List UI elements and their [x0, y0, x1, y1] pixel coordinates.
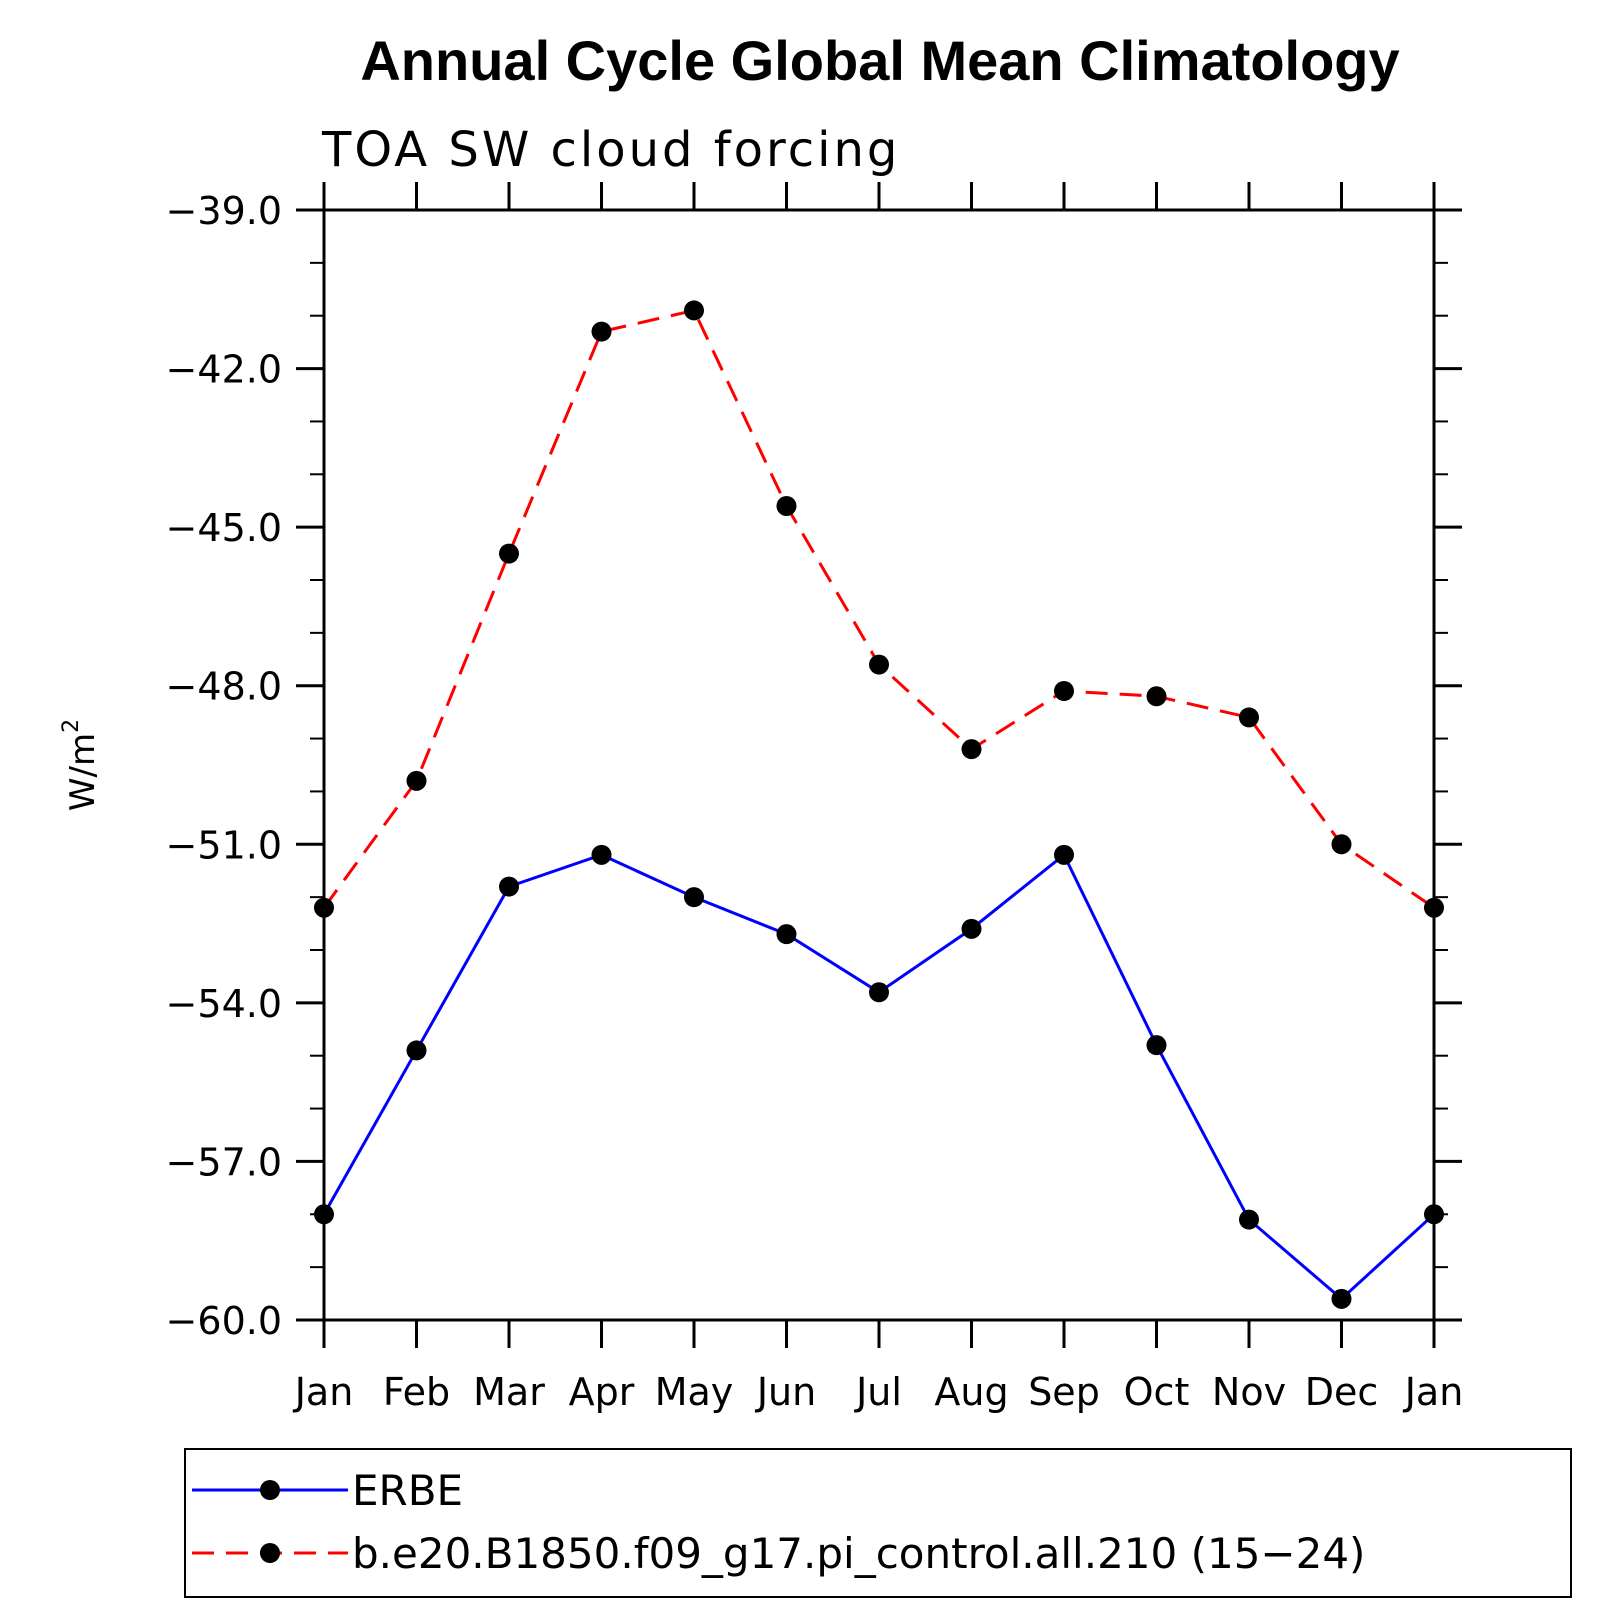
x-tick-label: Jan	[293, 1370, 354, 1414]
y-tick-label: −54.0	[166, 982, 282, 1026]
x-tick-label: Mar	[473, 1370, 545, 1414]
data-point	[1331, 1288, 1352, 1309]
data-point	[1331, 834, 1352, 855]
y-axis-label: W/m2	[59, 719, 103, 811]
y-tick-label: −39.0	[166, 189, 282, 233]
x-tick-label: Jun	[755, 1370, 816, 1414]
x-tick-label: Jul	[854, 1370, 902, 1414]
y-tick-label: −45.0	[166, 506, 282, 550]
data-point	[1146, 686, 1167, 707]
chart-subtitle: TOA SW cloud forcing	[321, 122, 900, 178]
x-tick-label: Dec	[1305, 1370, 1379, 1414]
axis-ticks: −39.0 −42.0 −45.0 −48.0 −51.0 −54.0 −57.0 −60.0…	[166, 182, 1464, 1414]
data-point	[499, 876, 519, 897]
plot-frame	[322, 208, 1436, 1322]
y-axis-label-text: W/m	[63, 733, 103, 811]
data-point	[684, 887, 704, 908]
data-point	[499, 543, 519, 564]
data-point	[1239, 1209, 1259, 1230]
data-point	[776, 924, 797, 945]
data-point	[406, 770, 427, 791]
y-tick-label: −42.0	[166, 348, 282, 392]
data-point	[1054, 844, 1074, 865]
data-point	[684, 300, 704, 321]
data-point	[406, 1040, 427, 1061]
series-line	[322, 308, 1435, 909]
data-point	[314, 1204, 334, 1225]
legend-marker	[260, 1480, 280, 1500]
data-point	[1239, 707, 1259, 728]
data-point	[1054, 681, 1074, 701]
data-point	[961, 739, 982, 760]
x-tick-label: Oct	[1124, 1370, 1190, 1414]
legend: ERBE b.e20.B1850.f09_g17.pi_control.all.2…	[192, 1466, 1365, 1578]
legend-label: b.e20.B1850.f09_g17.pi_control.all.210 (…	[352, 1529, 1365, 1578]
series-lines	[314, 300, 1444, 1309]
data-point	[869, 982, 889, 1003]
legend-marker	[260, 1543, 280, 1563]
y-tick-label: −60.0	[166, 1299, 282, 1343]
y-axis-label-superscript: 2	[59, 719, 84, 733]
data-point	[1146, 1035, 1167, 1056]
x-tick-label: May	[655, 1370, 734, 1414]
data-point	[314, 897, 334, 918]
data-point	[1424, 897, 1444, 918]
x-tick-label: Sep	[1028, 1370, 1100, 1414]
x-tick-label: Jan	[1403, 1370, 1464, 1414]
legend-box	[184, 1448, 1572, 1598]
y-tick-label: −48.0	[166, 665, 282, 709]
y-tick-label: −57.0	[166, 1140, 282, 1184]
data-point	[1424, 1204, 1444, 1225]
x-tick-label: Feb	[383, 1370, 450, 1414]
svg-text:W/m2: W/m2	[59, 719, 103, 811]
chart-title: Annual Cycle Global Mean Climatology	[360, 29, 1399, 92]
data-point	[591, 321, 612, 342]
x-tick-label: Apr	[569, 1370, 635, 1414]
legend-label: ERBE	[352, 1466, 463, 1515]
series-line	[322, 852, 1436, 1301]
x-tick-label: Nov	[1212, 1370, 1286, 1414]
data-point	[869, 654, 889, 675]
data-point	[961, 918, 982, 939]
data-point	[776, 496, 797, 516]
y-tick-label: −51.0	[166, 823, 282, 867]
x-tick-label: Aug	[934, 1370, 1008, 1414]
data-point	[591, 844, 612, 865]
